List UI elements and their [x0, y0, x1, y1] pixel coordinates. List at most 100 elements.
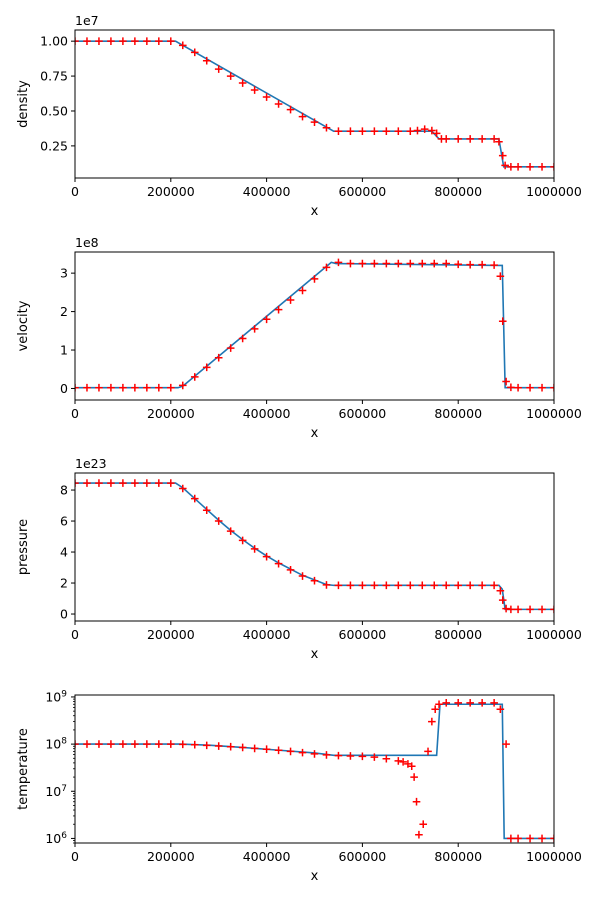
data-point-pressure-16 [262, 552, 271, 561]
data-point-temperature-26 [382, 754, 391, 763]
data-point-density-36 [466, 135, 474, 143]
data-point-pressure-28 [406, 581, 415, 590]
data-point-pressure-34 [478, 581, 486, 590]
plot-area-temperature [75, 699, 554, 843]
data-point-temperature-13 [226, 742, 235, 751]
data-point-density-35 [454, 135, 462, 143]
data-point-density-41 [501, 161, 509, 170]
y-tick-label-density-3: 1.00 [40, 34, 68, 49]
data-point-velocity-2 [95, 383, 103, 392]
y-tick-label-velocity-3: 3 [60, 266, 68, 281]
data-point-velocity-20 [310, 275, 319, 283]
data-point-velocity-21 [322, 263, 331, 272]
data-point-velocity-27 [394, 259, 403, 268]
data-point-pressure-25 [370, 581, 379, 590]
y-tick-label-velocity-2: 2 [60, 304, 68, 319]
x-tick-label-pressure-3: 600000 [339, 627, 387, 642]
y-tick-label-temperature-0: 106 [45, 831, 67, 846]
data-point-velocity-1 [83, 383, 91, 392]
data-point-pressure-10 [190, 494, 199, 503]
data-point-density-12 [214, 65, 223, 73]
data-point-pressure-37 [498, 596, 507, 604]
data-point-velocity-25 [370, 259, 379, 268]
data-point-temperature-11 [202, 741, 211, 750]
x-tick-label-temperature-1: 200000 [147, 849, 195, 864]
x-axis-label-temperature: x [311, 869, 319, 884]
series-line-temperature [75, 703, 554, 840]
data-point-pressure-13 [226, 527, 235, 535]
data-point-density-29 [413, 126, 422, 135]
chart-panel-velocity: 0 200000 400000 600000 800000 1000000 0 1 2 3 x vel… [16, 235, 582, 441]
data-point-velocity-5 [131, 383, 139, 392]
x-tick-label-temperature-4: 800000 [434, 849, 482, 864]
data-point-density-22 [334, 127, 343, 136]
data-point-pressure-0 [75, 479, 79, 487]
data-point-velocity-16 [262, 315, 271, 324]
x-tick-label-pressure-1: 200000 [147, 627, 195, 642]
x-tick-label-density-0: 0 [71, 184, 79, 199]
data-point-density-45 [538, 163, 546, 171]
data-point-temperature-28 [399, 758, 407, 766]
data-point-temperature-2 [95, 740, 103, 748]
data-point-temperature-1 [83, 740, 91, 748]
data-point-pressure-38 [502, 604, 510, 613]
data-point-velocity-29 [418, 259, 427, 268]
data-point-velocity-31 [442, 259, 451, 268]
y-tick-label-temperature-1: 107 [45, 784, 67, 799]
chart-panel-density: 0 200000 400000 600000 800000 1000000 0.25 0.50… [16, 13, 582, 219]
y-tick-label-density-1: 0.50 [40, 103, 68, 118]
data-point-density-44 [526, 163, 534, 171]
data-point-velocity-14 [238, 334, 247, 343]
data-point-velocity-42 [538, 383, 546, 392]
data-point-velocity-28 [406, 259, 415, 268]
data-point-pressure-19 [298, 572, 307, 580]
data-point-pressure-29 [418, 581, 427, 590]
data-point-pressure-15 [250, 545, 259, 553]
y-offset-label-pressure: 1e23 [75, 456, 107, 471]
data-point-pressure-3 [107, 479, 115, 487]
data-point-pressure-41 [526, 605, 534, 614]
y-offset-label-velocity: 1e8 [75, 235, 99, 250]
axes-frame-pressure [74, 472, 555, 622]
data-point-pressure-11 [202, 506, 211, 514]
data-point-pressure-31 [442, 581, 451, 590]
data-point-density-34 [442, 135, 451, 143]
data-point-density-27 [394, 127, 403, 136]
x-tick-label-pressure-0: 0 [71, 627, 79, 642]
data-point-temperature-48 [526, 834, 534, 843]
data-point-temperature-24 [358, 752, 367, 761]
x-tick-label-temperature-5: 1000000 [526, 849, 582, 864]
data-point-pressure-33 [466, 581, 474, 590]
data-point-velocity-8 [167, 383, 175, 392]
data-point-density-31 [428, 126, 436, 135]
data-point-density-3 [107, 37, 115, 45]
y-tick-label-density-2: 0.75 [40, 69, 68, 84]
data-point-velocity-3 [107, 383, 115, 392]
data-point-velocity-33 [466, 260, 474, 269]
data-point-density-24 [358, 127, 367, 136]
data-point-velocity-30 [430, 259, 439, 268]
data-point-pressure-23 [346, 581, 355, 590]
data-point-temperature-15 [250, 744, 259, 753]
data-point-pressure-17 [274, 559, 283, 568]
data-point-velocity-7 [155, 383, 163, 392]
data-point-pressure-18 [286, 566, 295, 574]
x-tick-label-velocity-4: 800000 [434, 406, 482, 421]
y-tick-label-velocity-0: 0 [60, 381, 68, 396]
x-tick-label-velocity-3: 600000 [339, 406, 387, 421]
data-point-density-23 [346, 127, 355, 136]
series-line-density [75, 40, 554, 168]
y-axis-label-pressure: pressure [16, 519, 31, 575]
data-point-temperature-5 [131, 740, 139, 748]
data-point-density-18 [286, 105, 295, 114]
data-point-pressure-14 [238, 536, 247, 545]
data-point-velocity-39 [507, 383, 515, 392]
data-point-density-14 [238, 79, 247, 87]
plot-area-pressure [75, 479, 554, 614]
data-point-velocity-17 [274, 305, 283, 314]
data-point-pressure-39 [507, 605, 515, 614]
data-point-velocity-13 [226, 344, 235, 352]
data-point-temperature-7 [155, 740, 163, 748]
data-point-pressure-21 [322, 581, 331, 589]
